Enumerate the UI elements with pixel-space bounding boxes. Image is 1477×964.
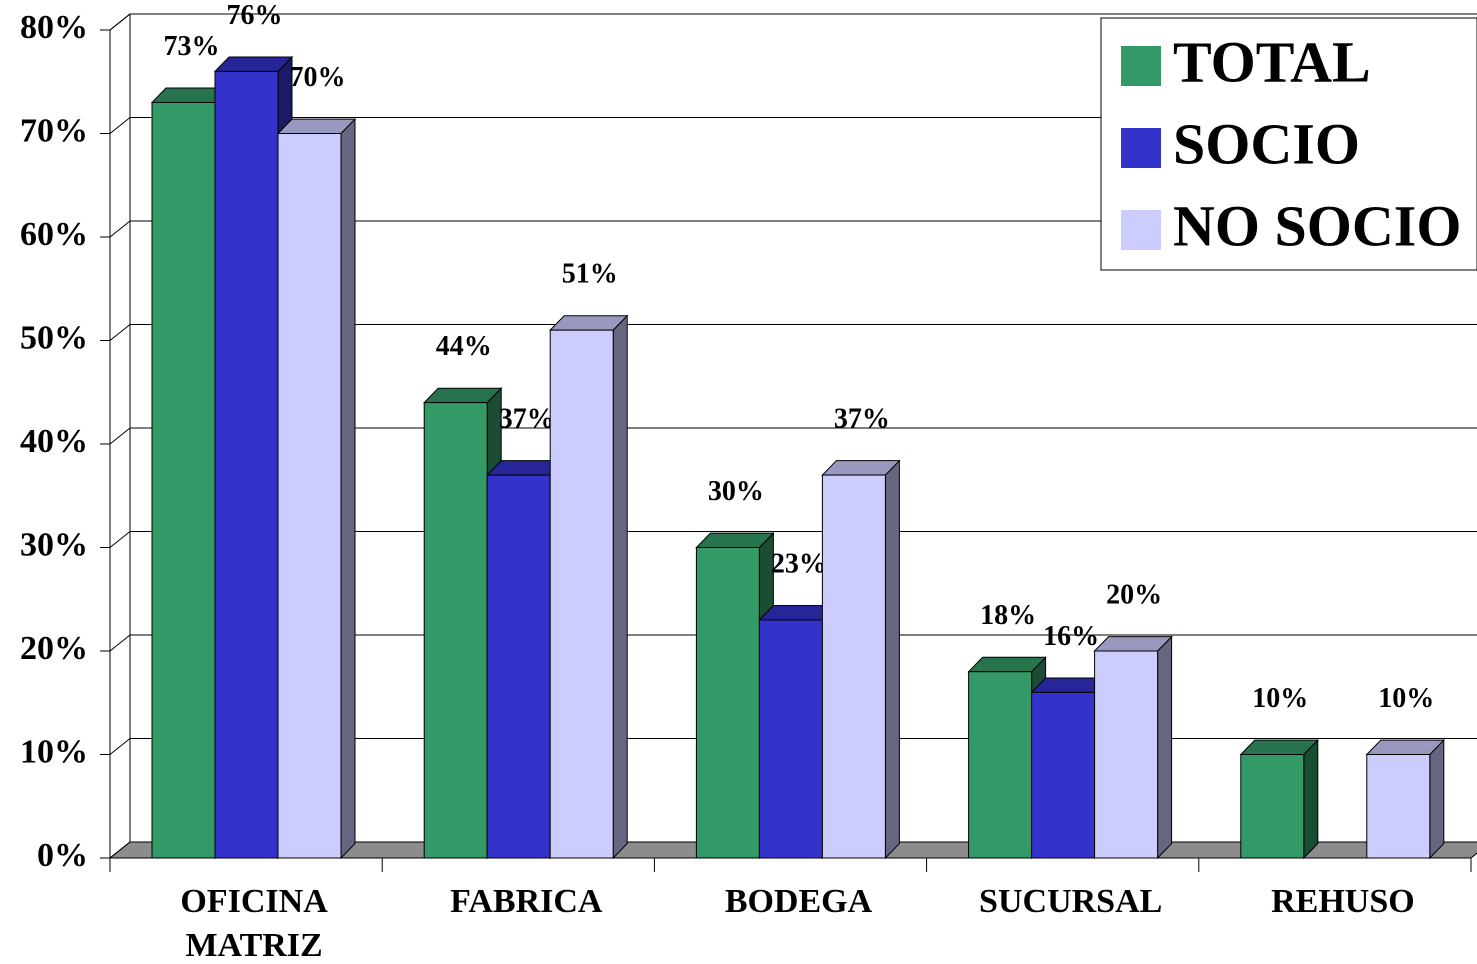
bar-top	[695, 532, 775, 548]
grid-diagonal	[109, 220, 131, 238]
value-label: 73%	[164, 31, 220, 62]
bar-top	[1239, 739, 1319, 755]
value-label: 10%	[1378, 683, 1434, 714]
value-label: 37%	[834, 403, 890, 434]
value-label: 37%	[499, 403, 555, 434]
grid-diagonal	[109, 324, 131, 341]
bar-front	[1094, 650, 1159, 859]
x-tick-label: FABRICA	[450, 883, 603, 920]
x-tick-label: REHUSO	[1271, 883, 1415, 920]
value-label: 10%	[1252, 683, 1308, 714]
legend-label: TOTAL	[1173, 29, 1371, 94]
legend-label: NO SOCIO	[1173, 193, 1461, 258]
value-label: 23%	[771, 548, 827, 579]
bar-front	[695, 547, 760, 859]
y-tick-label: 60%	[20, 216, 88, 253]
bar-top	[821, 460, 901, 476]
x-tick-label: OFICINA MATRIZ	[180, 883, 328, 964]
bar	[1365, 738, 1445, 860]
y-tick-label: 40%	[20, 423, 88, 460]
bar-top	[967, 656, 1047, 673]
bar-front	[821, 474, 886, 859]
bar	[1093, 635, 1173, 860]
grid-diagonal	[109, 531, 131, 548]
value-label: 20%	[1106, 579, 1162, 610]
bar-front	[549, 329, 614, 859]
value-label: 70%	[290, 62, 346, 93]
legend-swatch	[1121, 210, 1161, 250]
bar	[549, 314, 629, 860]
bar-top	[1093, 636, 1173, 652]
bar-front	[1366, 754, 1431, 859]
x-tick-label: BODEGA	[724, 883, 873, 920]
value-label: 30%	[708, 476, 764, 507]
y-tick-label: 20%	[20, 630, 88, 667]
bar-top	[276, 118, 357, 134]
value-label: 76%	[227, 0, 283, 31]
y-tick-label: 30%	[20, 526, 88, 563]
bar-front	[486, 474, 551, 859]
bar-side	[1303, 738, 1319, 860]
bar	[276, 117, 357, 860]
y-tick-label: 50%	[20, 319, 88, 356]
bar-top	[1365, 739, 1445, 755]
y-tick-label: 10%	[20, 733, 88, 770]
bar-front	[1031, 691, 1096, 859]
grid-diagonal	[109, 634, 131, 652]
bar-top	[423, 387, 503, 404]
legend-swatch	[1121, 128, 1161, 168]
bar-side	[1157, 635, 1173, 860]
y-tick-label: 0%	[37, 837, 88, 874]
legend-box	[1100, 17, 1477, 271]
bar-top	[549, 315, 629, 331]
y-tick-label: 70%	[20, 112, 88, 149]
value-label: 51%	[562, 259, 618, 290]
bar-side	[340, 117, 356, 860]
bar-front	[758, 619, 823, 859]
grid-diagonal	[109, 117, 131, 134]
legend-label: SOCIO	[1173, 111, 1360, 176]
bar	[1239, 738, 1319, 860]
grid-diagonal	[109, 13, 131, 31]
grid-diagonal	[109, 738, 131, 755]
x-tick-label: SUCURSAL	[979, 883, 1163, 920]
value-label: 18%	[980, 600, 1036, 631]
bar-top	[213, 56, 294, 72]
bar-front	[277, 133, 342, 859]
bar	[821, 459, 901, 860]
bar-front	[151, 101, 216, 859]
bar-side	[1429, 738, 1445, 860]
bar-front	[1240, 754, 1305, 859]
bar-side	[612, 314, 628, 860]
value-label: 44%	[436, 331, 492, 362]
bar-front	[423, 402, 488, 859]
bar-front	[968, 671, 1033, 859]
value-label: 16%	[1043, 621, 1099, 652]
bar-side	[884, 459, 900, 860]
y-tick-label: 80%	[20, 9, 88, 46]
bar-front	[214, 70, 279, 859]
grid-diagonal	[109, 427, 131, 445]
grid-diagonal	[109, 841, 131, 859]
legend-swatch	[1121, 46, 1161, 86]
